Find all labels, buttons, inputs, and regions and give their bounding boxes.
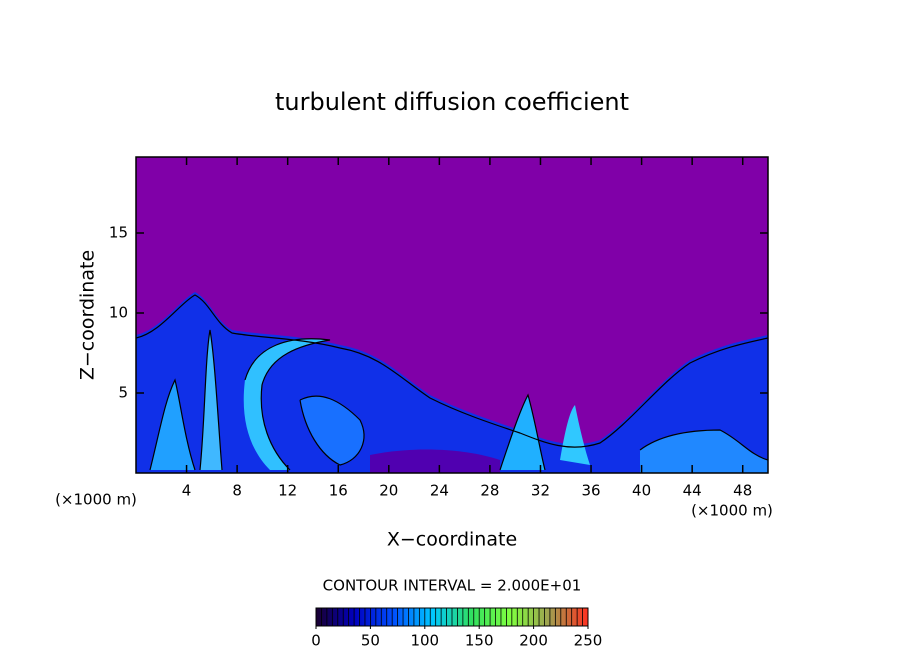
colorbar-tick-label: 100 (410, 632, 439, 650)
y-tick-label: 10 (109, 304, 128, 322)
y-tick-label: 5 (118, 384, 128, 402)
x-tick-label: 48 (733, 482, 752, 500)
x-tick-label: 8 (232, 482, 242, 500)
contour-interval: CONTOUR INTERVAL = 2.000E+01 (323, 577, 582, 595)
x-axis-label: X−coordinate (387, 529, 517, 551)
y-axis-label: Z−coordinate (77, 250, 99, 380)
colorbar-tick-label: 250 (574, 632, 603, 650)
y-tick-label: 15 (109, 224, 128, 242)
x-tick-label: 16 (329, 482, 348, 500)
x-tick-label: 12 (278, 482, 297, 500)
chart-title: turbulent diffusion coefficient (275, 88, 629, 116)
x-tick-label: 4 (182, 482, 192, 500)
field (136, 157, 768, 473)
x-tick-label: 40 (632, 482, 651, 500)
colorbar-tick-label: 0 (311, 632, 321, 650)
x-tick-label: 28 (480, 482, 499, 500)
x-tick-label: 20 (379, 482, 398, 500)
colorbar-tick-label: 150 (465, 632, 494, 650)
x-tick-label: 36 (581, 482, 600, 500)
x-tick-label: 24 (430, 482, 449, 500)
colorbar-tick-label: 200 (519, 632, 548, 650)
plot-frame (135, 156, 769, 474)
x-unit-label: (×1000 m) (691, 502, 773, 520)
x-unit-label: (×1000 m) (55, 491, 137, 509)
x-tick-label: 32 (531, 482, 550, 500)
x-tick-label: 44 (683, 482, 702, 500)
colorbar-tick-label: 50 (361, 632, 380, 650)
